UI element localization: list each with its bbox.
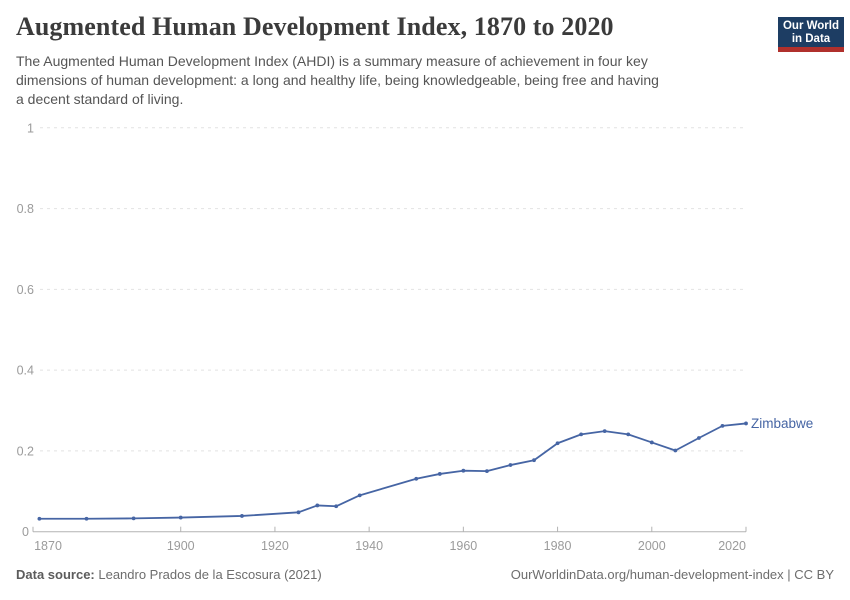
entity-label: Zimbabwe [751, 416, 813, 431]
data-point [296, 510, 301, 515]
data-point [131, 516, 136, 521]
x-tick-label: 1870 [34, 539, 62, 553]
data-point [696, 436, 701, 440]
data-point [626, 432, 631, 437]
data-point [649, 440, 654, 445]
data-point [485, 469, 489, 474]
data-point [508, 463, 513, 467]
data-point [579, 432, 584, 437]
y-tick-label: 0 [22, 525, 29, 539]
chart-footer: Data source: Leandro Prados de la Escosu… [16, 567, 834, 582]
y-tick-label: 0.6 [17, 283, 34, 297]
data-source-text: Leandro Prados de la Escosura (2021) [94, 567, 322, 582]
x-tick-label: 1920 [261, 539, 289, 553]
owid-logo-line1: Our World [782, 20, 839, 32]
page-title: Augmented Human Development Index, 1870 … [16, 12, 614, 41]
data-point [414, 476, 419, 481]
line-chart: 0 0.2 0.4 0.6 0.8 1 1870 1900 1920 1940 1960 1980 20… [17, 121, 814, 553]
y-tick-label: 0.8 [17, 202, 34, 216]
data-point [178, 515, 183, 520]
y-tick-label: 0.4 [17, 364, 34, 378]
chart-subtitle: The Augmented Human Development Index (A… [16, 53, 659, 107]
data-point [315, 503, 320, 508]
x-tick-label: 2000 [638, 539, 666, 553]
data-point [532, 458, 536, 463]
data-point [84, 516, 89, 521]
data-point [673, 448, 678, 453]
owid-logo-red-bar [778, 47, 844, 52]
x-tick-label: 1900 [167, 539, 195, 553]
x-tick-label: 1980 [544, 539, 572, 553]
data-point [334, 504, 339, 509]
owid-logo: Our World in Data [778, 17, 844, 52]
x-tick-label: 2020 [718, 539, 746, 553]
data-point [555, 441, 560, 446]
data-point [744, 421, 748, 426]
data-source: Data source: Leandro Prados de la Escosu… [16, 567, 322, 582]
data-point [37, 516, 42, 521]
data-point [602, 429, 607, 434]
zimbabwe-line [38, 422, 747, 520]
x-tick-label: 1940 [355, 539, 383, 553]
data-point [357, 493, 362, 498]
owid-logo-text: Our World in Data [778, 17, 844, 47]
data-point [437, 472, 442, 476]
owid-logo-line2: in Data [791, 32, 831, 45]
data-point [720, 423, 725, 428]
data-point [240, 514, 244, 518]
y-tick-label: 1 [27, 121, 34, 135]
y-tick-label: 0.2 [17, 444, 34, 458]
data-source-label: Data source: [16, 567, 95, 582]
data-point [461, 468, 466, 473]
x-tick-label: 1960 [449, 539, 477, 553]
credit-url: OurWorldinData.org/human-development-ind… [510, 567, 834, 582]
